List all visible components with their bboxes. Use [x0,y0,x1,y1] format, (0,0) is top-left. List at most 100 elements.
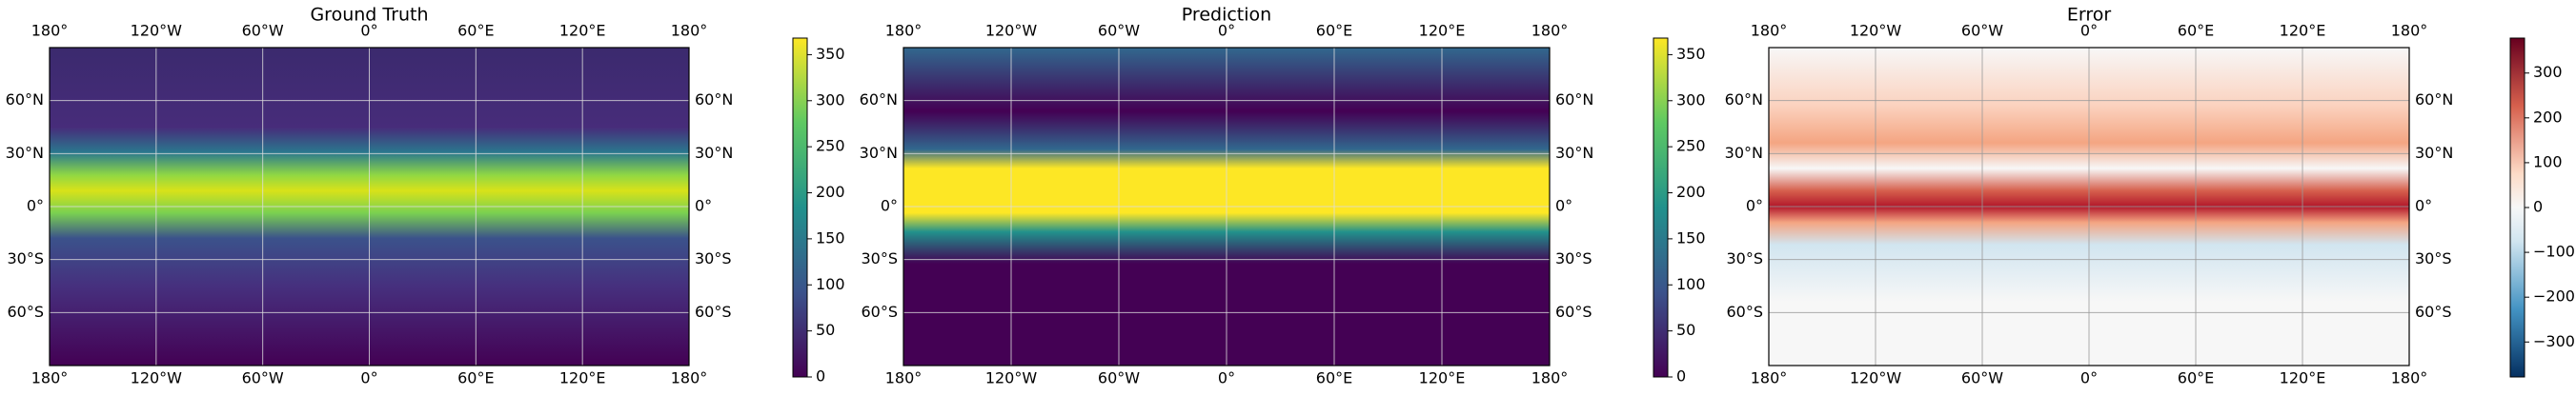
lat-label: 30°S [695,249,732,267]
colorbar-label: 300 [1676,90,1706,109]
lat-label: 30°N [6,144,44,162]
lon-label: 180° [671,22,708,40]
lat-label: 30°N [2415,144,2453,162]
colorbar-label: −200 [2533,287,2575,306]
lon-label: 60°E [457,369,494,387]
lat-label: 60°S [1726,303,1763,321]
lat-label: 60°N [1555,90,1593,109]
colorbar-label: 150 [816,228,845,247]
lon-label: 180° [1751,22,1788,40]
lat-label: 30°S [861,249,898,267]
lat-label: 0° [27,197,44,215]
lon-label: 120°E [2280,22,2326,40]
lat-label: 30°S [7,249,44,267]
lon-label: 60°E [2178,369,2214,387]
colorbar-label: 50 [816,321,835,339]
colorbar-label: 300 [2533,63,2563,81]
lon-label: 60°W [1098,369,1140,387]
lon-label: 0° [1218,369,1235,387]
colorbar-label: −100 [2533,243,2575,261]
lat-label: 60°N [860,90,898,109]
colorbar-label: 350 [1676,45,1706,63]
colorbar-label: 200 [1676,183,1706,201]
lon-label: 180° [31,22,69,40]
colorbar-label: 0 [1676,367,1686,386]
lat-label: 30°S [1555,249,1592,267]
lon-label: 180° [2391,369,2428,387]
lon-label: 180° [1751,369,1788,387]
lon-label: 180° [671,369,708,387]
lon-label: 180° [31,369,69,387]
lon-label: 180° [2391,22,2428,40]
lat-label: 30°N [695,144,733,162]
lat-label: 60°N [1725,90,1763,109]
lon-label: 120°W [131,369,183,387]
lat-label: 30°N [1555,144,1593,162]
lon-label: 180° [1531,22,1569,40]
panel-title: Ground Truth [310,5,428,26]
colorbar-label: 100 [2533,152,2563,170]
lat-label: 0° [2415,197,2432,215]
colorbar [2509,37,2525,378]
lat-label: 60°S [2415,303,2452,321]
lon-label: 120°W [985,22,1038,40]
lon-label: 120°E [559,369,606,387]
lon-label: 180° [1531,369,1569,387]
lon-label: 120°W [985,369,1038,387]
colorbar [792,37,808,378]
lat-label: 30°S [2415,249,2452,267]
colorbar-label: 0 [2533,198,2543,216]
colorbar-label: 150 [1676,228,1706,247]
colorbar-label: −300 [2533,332,2575,350]
lon-label: 60°E [2178,22,2214,40]
lon-label: 0° [1218,22,1235,40]
map-frame [49,47,690,366]
lat-label: 60°S [1555,303,1592,321]
colorbar-label: 250 [816,137,845,155]
lon-label: 120°E [1419,22,1466,40]
panel-title: Prediction [1182,5,1271,26]
lat-label: 0° [881,197,898,215]
lon-label: 0° [2080,22,2098,40]
lat-label: 0° [1746,197,1763,215]
lon-label: 180° [885,369,923,387]
panel-title: Error [2067,5,2112,26]
lon-label: 180° [885,22,923,40]
lon-label: 120°W [1850,22,1902,40]
lon-label: 60°W [242,369,284,387]
colorbar-label: 0 [816,367,825,386]
lon-label: 60°W [242,22,284,40]
lat-label: 60°S [7,303,44,321]
lon-label: 60°E [1316,369,1352,387]
lon-label: 60°E [457,22,494,40]
lat-label: 0° [695,197,712,215]
colorbar-label: 250 [1676,137,1706,155]
lon-label: 120°W [1850,369,1902,387]
lat-label: 60°S [861,303,898,321]
lon-label: 120°E [559,22,606,40]
colorbar [1653,37,1669,378]
lat-label: 60°N [695,90,733,109]
colorbar-label: 100 [1676,275,1706,293]
lon-label: 60°W [1961,22,2003,40]
lon-label: 60°E [1316,22,1352,40]
lon-label: 60°W [1098,22,1140,40]
lon-label: 120°W [131,22,183,40]
lon-label: 0° [360,369,377,387]
colorbar-label: 200 [816,183,845,201]
lon-label: 120°E [2280,369,2326,387]
lat-label: 0° [1555,197,1572,215]
colorbar-label: 350 [816,45,845,63]
lat-label: 30°S [1726,249,1763,267]
colorbar-label: 200 [2533,108,2563,126]
lon-label: 120°E [1419,369,1466,387]
colorbar-label: 50 [1676,321,1695,339]
lon-label: 0° [360,22,377,40]
map-frame [903,47,1551,366]
lat-label: 30°N [1725,144,1763,162]
lat-label: 60°S [695,303,732,321]
colorbar-label: 300 [816,90,845,109]
lat-label: 60°N [2415,90,2453,109]
lon-label: 60°W [1961,369,2003,387]
